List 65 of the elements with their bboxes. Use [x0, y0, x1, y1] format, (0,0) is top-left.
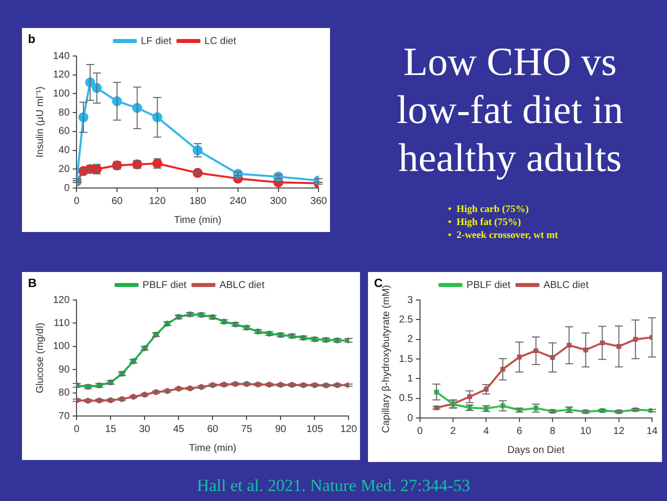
text: • High fat (75%): [448, 216, 522, 229]
y-tick-label: 3: [407, 294, 414, 306]
y-tick-label: 80: [58, 107, 70, 118]
x-tick-label: 240: [230, 196, 247, 207]
text: • High carb (75%): [448, 203, 530, 216]
x-tick-label: 0: [417, 426, 424, 437]
legend-label: PBLF diet: [142, 280, 187, 291]
x-tick-label: 180: [189, 196, 206, 207]
x-axis-title: Time (min): [188, 442, 236, 454]
y-axis-title: Capillary β-hydroxybutyrate (mM): [380, 284, 392, 434]
y-tick-label: 1.5: [398, 354, 414, 365]
y-tick-label: 100: [52, 88, 70, 100]
y-tick-label: 20: [58, 164, 70, 175]
x-tick-label: 60: [111, 196, 124, 207]
y-tick-label: 0.5: [398, 393, 414, 404]
x-axis-title: Time (min): [174, 214, 222, 226]
x-axis-title: Days on Diet: [507, 444, 565, 456]
y-tick-label: 70: [58, 410, 70, 422]
y-tick-label: 100: [52, 341, 70, 352]
x-tick-label: 8: [550, 426, 556, 437]
x-tick-label: 120: [149, 196, 166, 207]
x-tick-label: 75: [241, 424, 253, 435]
x-tick-label: 10: [580, 426, 592, 437]
x-tick-label: 4: [483, 426, 490, 437]
x-tick-label: 15: [105, 424, 117, 435]
x-tick-label: 30: [139, 424, 151, 435]
legend-label: ABLC diet: [219, 280, 265, 291]
x-tick-label: 120: [340, 424, 358, 435]
x-tick-label: 300: [270, 196, 288, 207]
legend-label: LF diet: [140, 36, 172, 47]
y-tick-label: 1: [407, 373, 414, 384]
x-tick-label: 2: [450, 426, 456, 437]
x-tick-label: 45: [173, 424, 185, 435]
y-tick-label: 90: [58, 364, 70, 376]
y-tick-label: 110: [54, 318, 70, 329]
y-tick-label: 140: [52, 50, 70, 62]
y-tick-label: 80: [58, 388, 70, 399]
x-tick-label: 360: [310, 196, 328, 207]
legend-label: ABLC diet: [543, 280, 589, 291]
x-tick-label: 6: [516, 426, 523, 437]
x-tick-label: 90: [275, 424, 287, 435]
x-tick-label: 12: [613, 426, 625, 437]
y-tick-label: 120: [52, 294, 70, 306]
y-tick-label: 40: [58, 145, 70, 156]
text: Low CHO vs low-fat diet in healthy adults: [396, 38, 624, 182]
x-tick-label: 0: [74, 424, 80, 435]
y-axis-title: Glucose (mg/dl): [34, 322, 46, 394]
y-tick-label: 0: [407, 412, 414, 424]
y-tick-label: 2: [407, 334, 414, 346]
legend-label: PBLF diet: [466, 280, 511, 291]
text: b: [28, 32, 36, 46]
text: C: [374, 276, 383, 290]
x-tick-label: 0: [74, 196, 80, 207]
legend-label: LC diet: [204, 36, 236, 47]
x-tick-label: 14: [646, 426, 658, 437]
x-tick-label: 60: [207, 424, 219, 435]
y-tick-label: 0: [64, 182, 70, 194]
x-tick-label: 105: [306, 424, 324, 435]
y-tick-label: 60: [58, 126, 70, 138]
y-tick-label: 120: [52, 70, 70, 81]
text: • 2-week crossover, wt mt: [448, 229, 558, 242]
y-tick-label: 2.5: [398, 314, 414, 326]
text: Hall et al. 2021. Nature Med. 27:344-53: [196, 476, 472, 496]
y-axis-title: Insulin (μU ml⁻¹): [34, 86, 46, 158]
text: B: [28, 276, 37, 290]
